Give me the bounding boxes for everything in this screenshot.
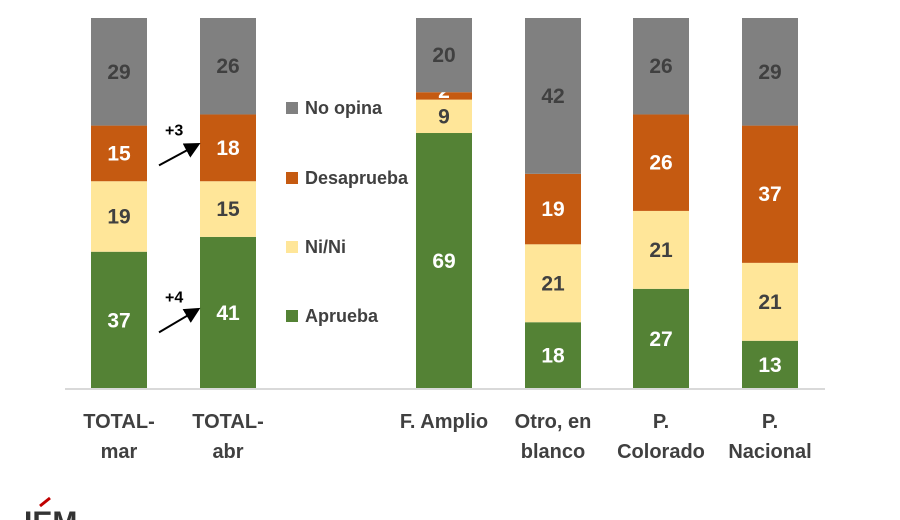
category-labels: TOTAL-mar TOTAL-abr F. Amplio Otro, en blanc… xyxy=(83,411,811,463)
bar-segment-no-opina-f-amplio xyxy=(416,18,472,93)
bar-segment-desaprueba-otro-en-blanco xyxy=(525,173,581,245)
legend-swatch-aprueba xyxy=(286,310,298,322)
logo-mark xyxy=(39,496,51,508)
bar-segment-aprueba-f-amplio xyxy=(416,133,472,389)
bar-segment-ni-ni-p-colorado xyxy=(633,210,689,289)
change-arrow-aprueba xyxy=(158,307,201,334)
data-label-desaprueba-total-abr: 18 xyxy=(216,137,240,160)
legend-label-aprueba: Aprueba xyxy=(305,306,379,326)
change-label-desaprueba: +3 xyxy=(165,122,183,139)
bar-segment-desaprueba-f-amplio xyxy=(416,92,472,100)
bars-group: 3719152941151826699220182119422721262613… xyxy=(91,18,798,389)
data-label-desaprueba-otro-en-blanco: 19 xyxy=(541,198,564,221)
bar-segment-no-opina-otro-en-blanco xyxy=(525,18,581,174)
bar-segment-aprueba-p-nacional xyxy=(742,340,798,389)
iem-logo: IEM xyxy=(24,496,77,520)
bar-segment-ni-ni-otro-en-blanco xyxy=(525,244,581,323)
bar-segment-aprueba-p-colorado xyxy=(633,288,689,389)
legend-swatch-desaprueba xyxy=(286,172,298,184)
bar-segment-desaprueba-total-abr xyxy=(200,114,256,182)
data-label-aprueba-f-amplio: 69 xyxy=(432,250,455,273)
category-label-p-colorado: P. Colorado xyxy=(617,411,705,463)
legend-label-ni-ni: Ni/Ni xyxy=(305,237,346,257)
bar-segment-no-opina-p-colorado xyxy=(633,18,689,115)
legend-label-desaprueba: Desaprueba xyxy=(305,168,409,188)
data-label-desaprueba-p-colorado: 26 xyxy=(649,152,672,175)
bar-segment-ni-ni-total-mar xyxy=(91,181,147,252)
data-label-desaprueba-p-nacional: 37 xyxy=(758,183,781,206)
category-label-otro-en-blanco: Otro, en blanco xyxy=(515,411,592,463)
bar-segment-aprueba-total-abr xyxy=(200,236,256,389)
change-label-aprueba: +4 xyxy=(165,289,183,306)
change-arrow-desaprueba xyxy=(158,142,201,167)
data-label-ni-ni-otro-en-blanco: 21 xyxy=(541,272,565,295)
data-label-ni-ni-total-abr: 15 xyxy=(216,198,240,221)
data-label-ni-ni-total-mar: 19 xyxy=(107,205,130,228)
legend-label-no-opina: No opina xyxy=(305,98,383,118)
bar-segment-ni-ni-p-nacional xyxy=(742,262,798,341)
data-label-no-opina-p-colorado: 26 xyxy=(649,55,672,78)
data-label-aprueba-total-mar: 37 xyxy=(107,309,130,332)
bar-segment-ni-ni-f-amplio xyxy=(416,99,472,134)
legend-swatch-ni-ni xyxy=(286,241,298,253)
data-label-ni-ni-f-amplio: 9 xyxy=(438,105,450,128)
bar-segment-desaprueba-p-colorado xyxy=(633,114,689,211)
logo-text: IEM xyxy=(24,506,77,520)
data-label-no-opina-p-nacional: 29 xyxy=(758,61,781,84)
data-label-ni-ni-p-colorado: 21 xyxy=(649,239,673,262)
data-label-ni-ni-p-nacional: 21 xyxy=(758,291,782,314)
data-label-no-opina-otro-en-blanco: 42 xyxy=(541,85,564,108)
bar-segment-aprueba-total-mar xyxy=(91,251,147,389)
data-label-desaprueba-total-mar: 15 xyxy=(107,142,131,165)
category-label-p-nacional: P. Nacional xyxy=(728,411,811,463)
category-label-f-amplio: F. Amplio xyxy=(400,411,488,433)
data-label-aprueba-otro-en-blanco: 18 xyxy=(541,345,565,368)
bar-segment-desaprueba-total-mar xyxy=(91,125,147,182)
category-label-total-abr: TOTAL-abr xyxy=(192,411,263,463)
bar-segment-no-opina-total-mar xyxy=(91,18,147,126)
data-label-aprueba-total-abr: 41 xyxy=(216,302,240,325)
bar-segment-no-opina-total-abr xyxy=(200,18,256,115)
data-label-aprueba-p-nacional: 13 xyxy=(758,354,781,377)
bar-segment-no-opina-p-nacional xyxy=(742,18,798,126)
category-label-total-mar: TOTAL-mar xyxy=(83,411,154,463)
data-label-aprueba-p-colorado: 27 xyxy=(649,328,672,351)
data-label-no-opina-total-mar: 29 xyxy=(107,61,130,84)
bar-segment-ni-ni-total-abr xyxy=(200,181,256,237)
data-label-no-opina-total-abr: 26 xyxy=(216,55,239,78)
change-annotations: +3 +4 xyxy=(158,122,201,334)
data-label-no-opina-f-amplio: 20 xyxy=(432,44,455,67)
bar-segment-desaprueba-p-nacional xyxy=(742,125,798,263)
legend-swatch-no-opina xyxy=(286,102,298,114)
bar-segment-aprueba-otro-en-blanco xyxy=(525,322,581,389)
legend: Aprueba Ni/Ni Desaprueba No opina xyxy=(286,98,409,326)
